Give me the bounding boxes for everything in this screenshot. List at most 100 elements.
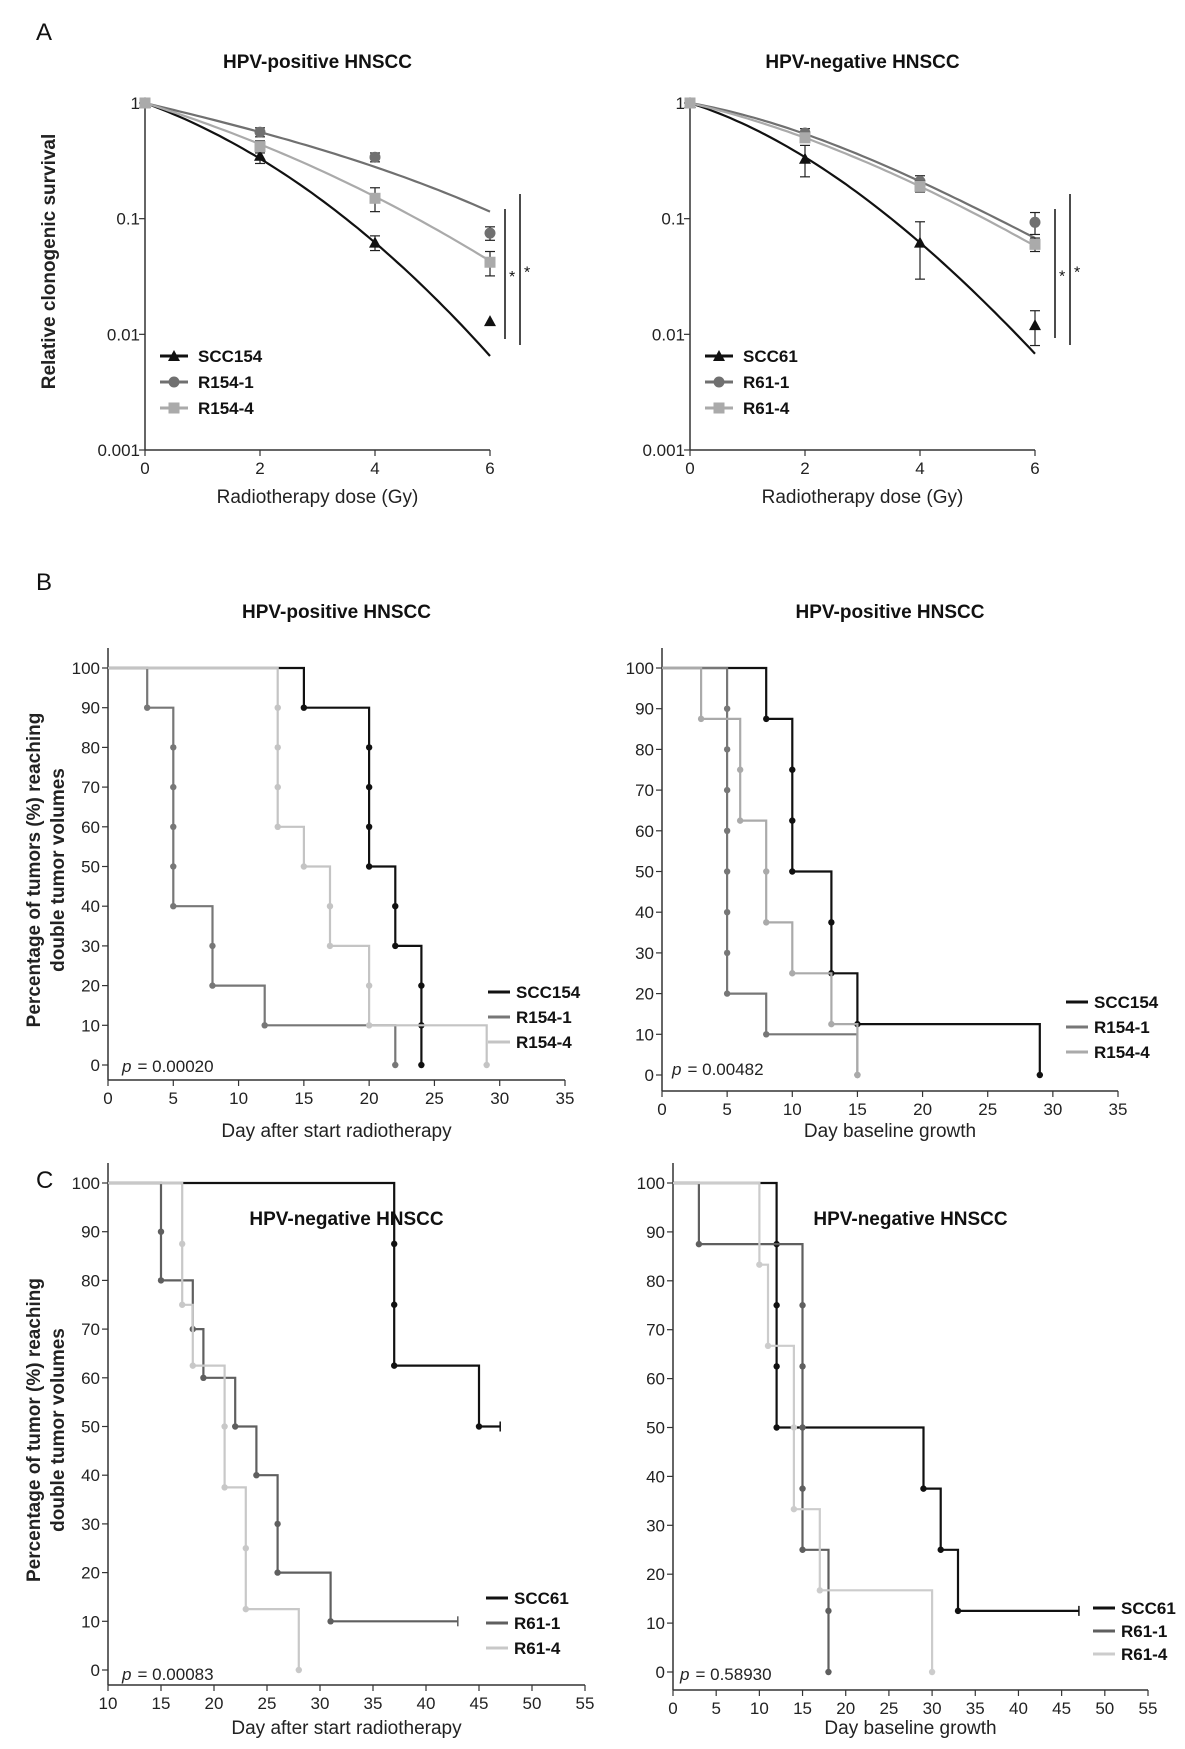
legend-marker	[168, 402, 180, 414]
legend-marker	[713, 376, 725, 388]
y-tick-label: 10	[81, 1612, 100, 1631]
km-event-scc61	[391, 1362, 398, 1369]
p-value: p = 0.00482	[671, 1060, 764, 1079]
x-tick-label: 5	[711, 1699, 720, 1718]
km-event-scc154	[418, 982, 425, 989]
p-value-symbol: p	[671, 1060, 681, 1079]
y-tick-label: 30	[81, 937, 100, 956]
km-event-r154-1	[209, 982, 216, 989]
chart-b-right: HPV-positive HNSCC0102030405060708090100…	[626, 602, 1159, 1142]
chart-c-right: HPV-negative HNSCC0102030405060708090100…	[637, 1163, 1176, 1739]
p-value-symbol: p	[679, 1665, 689, 1684]
y-axis-label: Percentage of tumors (%) reaching	[24, 713, 45, 1028]
y-tick-label: 50	[81, 858, 100, 877]
y-tick-label: 0.1	[661, 210, 685, 229]
x-tick-label: 0	[140, 459, 149, 478]
x-tick-label: 15	[848, 1100, 867, 1119]
y-tick-label: 0	[91, 1056, 100, 1075]
km-event-r61-1	[695, 1240, 703, 1248]
legend-label: R61-1	[1121, 1622, 1167, 1641]
km-event-scc61	[391, 1240, 398, 1248]
x-tick-label: 10	[99, 1694, 118, 1713]
x-tick-label: 0	[103, 1089, 112, 1108]
km-event-scc61	[773, 1424, 780, 1431]
x-tick-label: 4	[915, 459, 924, 478]
km-event-r61-1	[232, 1423, 239, 1430]
km-event-scc61	[937, 1546, 944, 1553]
legend-label: SCC61	[514, 1589, 569, 1608]
x-axis-label: Day after start radiotherapy	[231, 1718, 462, 1739]
p-value-symbol: p	[121, 1057, 131, 1076]
x-tick-label: 40	[417, 1694, 436, 1713]
km-event-r154-1	[723, 909, 731, 916]
km-event-r154-1	[170, 783, 177, 791]
panel-label-a: A	[36, 19, 52, 46]
point-r154-1	[254, 126, 266, 138]
km-event-r61-4	[242, 1605, 249, 1613]
legend-label: R61-1	[743, 373, 789, 392]
chart-title: HPV-negative HNSCC	[813, 1209, 1008, 1230]
x-tick-label: 4	[370, 459, 379, 478]
point-scc61	[1029, 319, 1041, 331]
km-curve-r61-4	[673, 1181, 934, 1672]
x-tick-label: 20	[360, 1089, 379, 1108]
y-tick-label: 60	[81, 818, 100, 837]
x-tick-label: 2	[800, 459, 809, 478]
km-event-scc154	[763, 715, 770, 723]
legend-label: R154-1	[198, 373, 254, 392]
km-event-r154-1	[723, 786, 731, 794]
km-event-scc154	[365, 783, 373, 791]
fit-line-r154-4	[144, 101, 491, 263]
legend-label: SCC154	[198, 347, 263, 366]
y-axis-label: Relative clonogenic survival	[39, 134, 60, 390]
km-event-r61-1	[799, 1302, 806, 1309]
km-event-r154-4	[736, 817, 744, 824]
x-tick-label: 50	[523, 1694, 542, 1713]
x-tick-label: 6	[485, 459, 494, 478]
legend-label: R154-1	[1094, 1018, 1150, 1037]
y-tick-label: 60	[81, 1369, 100, 1388]
km-event-r154-1	[723, 705, 731, 712]
km-event-r154-4	[854, 1071, 861, 1079]
y-tick-label: 70	[635, 781, 654, 800]
y-tick-label: 30	[646, 1516, 665, 1535]
x-tick-label: 55	[1139, 1699, 1158, 1718]
y-tick-label: 40	[646, 1467, 665, 1486]
point-r154-4	[369, 192, 381, 204]
km-event-scc61	[773, 1363, 780, 1370]
y-tick-label: 100	[72, 659, 100, 678]
x-tick-label: 15	[152, 1694, 171, 1713]
km-event-scc61	[920, 1485, 927, 1492]
point-scc154	[254, 149, 266, 161]
x-tick-label: 15	[294, 1089, 313, 1108]
km-event-r154-4	[326, 903, 334, 910]
km-event-r61-4	[221, 1484, 228, 1491]
chart-title: HPV-negative HNSCC	[249, 1209, 444, 1230]
y-tick-label: 10	[81, 1016, 100, 1035]
km-event-r61-1	[274, 1520, 281, 1528]
y-tick-label: 0.001	[642, 441, 685, 460]
point-r61-4	[684, 97, 696, 109]
km-event-r154-1	[723, 990, 731, 997]
y-tick-label: 90	[81, 699, 100, 718]
x-tick-label: 0	[657, 1100, 666, 1119]
km-event-r154-4	[274, 823, 281, 830]
legend-label: R154-4	[1094, 1043, 1150, 1062]
km-event-r154-1	[723, 827, 731, 834]
km-event-r154-4	[763, 919, 770, 926]
chart-title: HPV-positive HNSCC	[796, 602, 985, 623]
x-tick-label: 0	[668, 1699, 677, 1718]
km-event-r154-1	[723, 949, 731, 957]
x-tick-label: 5	[169, 1089, 178, 1108]
km-event-r61-4	[816, 1587, 824, 1594]
point-r154-4	[484, 256, 496, 268]
km-event-r154-4	[828, 1020, 835, 1028]
km-event-r61-1	[327, 1618, 334, 1625]
km-event-r61-1	[274, 1569, 281, 1576]
p-value: p = 0.58930	[679, 1665, 772, 1684]
x-axis-label: Day baseline growth	[824, 1718, 996, 1739]
km-event-r154-1	[170, 903, 177, 910]
x-tick-label: 50	[1095, 1699, 1114, 1718]
y-tick-label: 100	[72, 1174, 100, 1193]
x-tick-label: 20	[836, 1699, 855, 1718]
